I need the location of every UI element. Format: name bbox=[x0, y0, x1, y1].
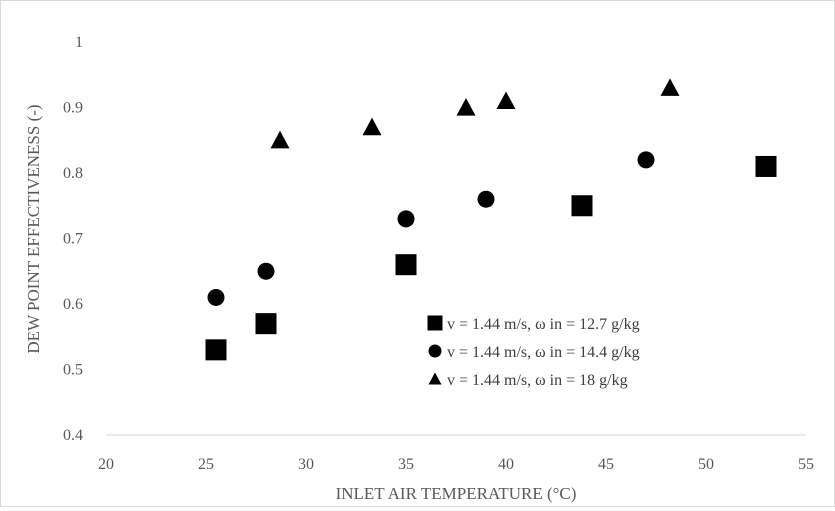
y-tick-label: 0.7 bbox=[63, 231, 83, 248]
circle-data-point bbox=[257, 262, 275, 280]
y-axis-ticks: 0.4 0.5 0.6 0.7 0.8 0.9 1 bbox=[63, 34, 83, 444]
x-tick-label: 35 bbox=[398, 456, 414, 473]
x-tick-label: 50 bbox=[698, 456, 714, 473]
circle-data-point bbox=[207, 288, 225, 306]
y-tick-label: 0.4 bbox=[63, 427, 83, 444]
data-points bbox=[205, 78, 777, 361]
legend-square-marker bbox=[427, 315, 443, 331]
x-tick-label: 20 bbox=[98, 456, 114, 473]
legend-label: v = 1.44 m/s, ω in = 12.7 g/kg bbox=[447, 316, 640, 333]
x-axis-title: INLET AIR TEMPERATURE (°C) bbox=[336, 484, 577, 503]
legend-item: v = 1.44 m/s, ω in = 18 g/kg bbox=[428, 372, 628, 389]
y-tick-label: 0.5 bbox=[63, 362, 83, 379]
square-data-point bbox=[755, 155, 777, 177]
x-tick-label: 30 bbox=[298, 456, 314, 473]
triangle-data-point bbox=[660, 78, 680, 96]
x-tick-label: 55 bbox=[798, 456, 814, 473]
circle-data-point bbox=[397, 210, 415, 228]
square-data-point bbox=[205, 339, 227, 361]
triangle-data-point bbox=[270, 130, 290, 149]
circle-data-point bbox=[637, 151, 655, 169]
legend: v = 1.44 m/s, ω in = 12.7 g/kg v = 1.44 m… bbox=[427, 315, 640, 389]
legend-item: v = 1.44 m/s, ω in = 12.7 g/kg bbox=[427, 315, 640, 333]
y-tick-label: 1 bbox=[75, 34, 83, 51]
square-data-point bbox=[395, 254, 417, 276]
y-tick-label: 0.9 bbox=[63, 100, 83, 117]
x-tick-label: 25 bbox=[198, 456, 214, 473]
y-tick-label: 0.8 bbox=[63, 165, 83, 182]
x-tick-label: 40 bbox=[498, 456, 514, 473]
y-axis-title: DEW POINT EFFECTIVENESS (-) bbox=[24, 104, 43, 353]
square-data-point bbox=[571, 195, 593, 217]
legend-label: v = 1.44 m/s, ω in = 18 g/kg bbox=[447, 372, 628, 389]
y-tick-label: 0.6 bbox=[63, 296, 83, 313]
legend-label: v = 1.44 m/s, ω in = 14.4 g/kg bbox=[447, 344, 640, 361]
square-data-point bbox=[255, 313, 277, 335]
legend-item: v = 1.44 m/s, ω in = 14.4 g/kg bbox=[428, 344, 640, 361]
triangle-data-point bbox=[456, 98, 476, 116]
triangle-data-point bbox=[496, 91, 516, 110]
x-axis-ticks: 20 25 30 35 40 45 50 55 bbox=[98, 456, 814, 473]
triangle-data-point bbox=[362, 117, 382, 136]
legend-circle-marker bbox=[428, 344, 442, 358]
x-tick-label: 45 bbox=[598, 456, 614, 473]
legend-triangle-marker bbox=[428, 372, 442, 385]
circle-data-point bbox=[477, 190, 495, 208]
